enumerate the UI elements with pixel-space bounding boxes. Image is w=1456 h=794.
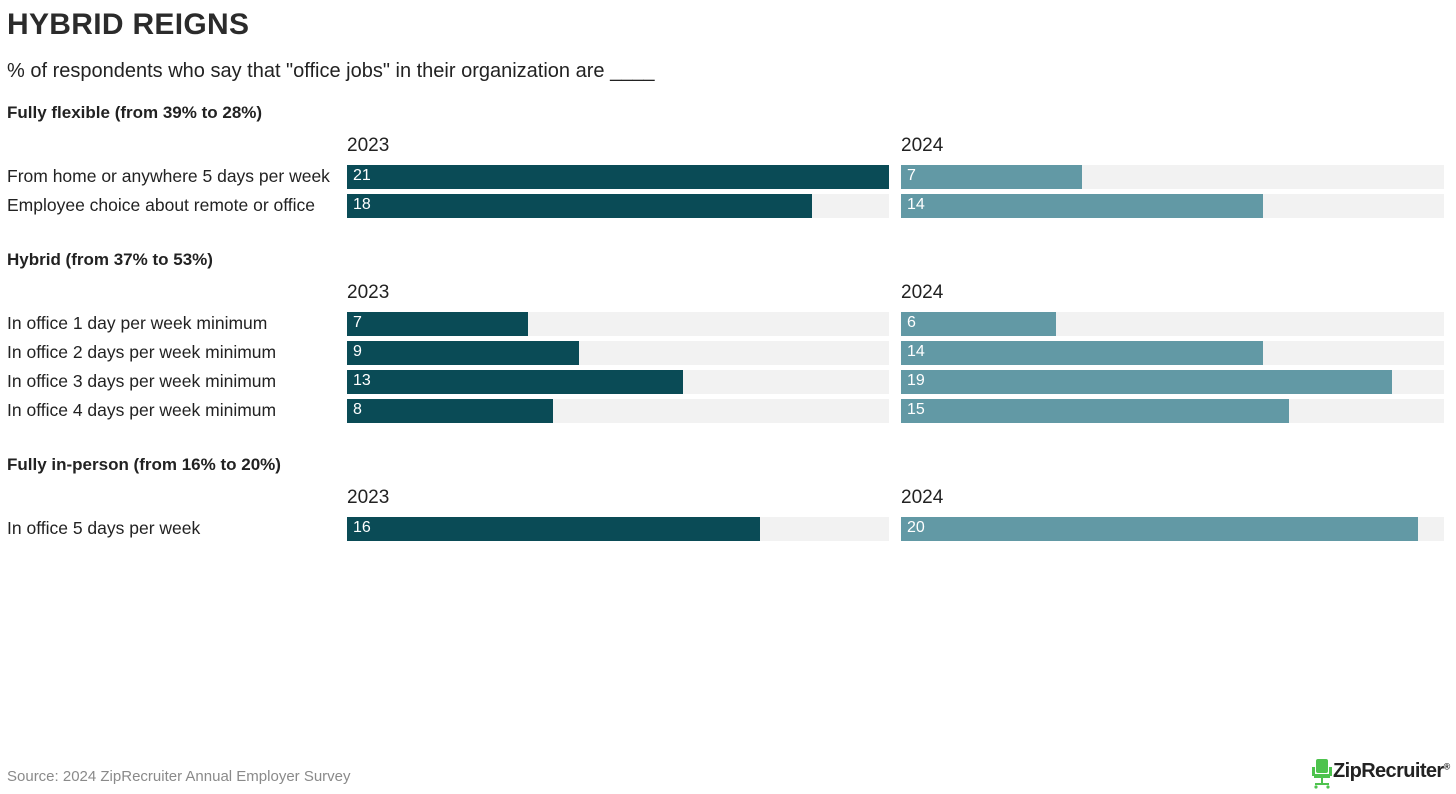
bar-value-label: 20 xyxy=(907,519,925,536)
bar-track: 7 xyxy=(901,165,1444,189)
bar-2024: 6 xyxy=(901,312,1056,336)
source-note: Source: 2024 ZipRecruiter Annual Employe… xyxy=(7,768,351,785)
bar-track: 21 xyxy=(347,165,889,189)
bar-2024: 19 xyxy=(901,370,1392,394)
bar-2024: 20 xyxy=(901,517,1418,541)
bar-track: 8 xyxy=(347,399,889,423)
chart-title: HYBRID REIGNS xyxy=(7,8,250,41)
bar-track: 13 xyxy=(347,370,889,394)
bar-2023: 16 xyxy=(347,517,760,541)
bar-track: 18 xyxy=(347,194,889,218)
year-label-2023: 2023 xyxy=(347,282,390,303)
bar-track: 16 xyxy=(347,517,889,541)
category-label: In office 5 days per week xyxy=(7,518,201,538)
bar-2023: 21 xyxy=(347,165,889,189)
bar-track: 15 xyxy=(901,399,1444,423)
year-label-2024: 2024 xyxy=(901,135,944,156)
bar-2024: 7 xyxy=(901,165,1082,189)
bar-track: 6 xyxy=(901,312,1444,336)
bar-value-label: 16 xyxy=(353,519,371,536)
bar-value-label: 9 xyxy=(353,343,362,360)
bar-value-label: 8 xyxy=(353,401,362,418)
year-label-2023: 2023 xyxy=(347,487,390,508)
category-label: In office 3 days per week minimum xyxy=(7,371,277,391)
bar-value-label: 21 xyxy=(353,167,371,184)
bar-value-label: 14 xyxy=(907,343,925,360)
bar-track: 19 xyxy=(901,370,1444,394)
category-label: In office 2 days per week minimum xyxy=(7,342,277,362)
year-label-2023: 2023 xyxy=(347,135,390,156)
bar-track: 9 xyxy=(347,341,889,365)
bar-value-label: 15 xyxy=(907,401,925,418)
category-label: Employee choice about remote or office xyxy=(7,195,316,215)
bar-value-label: 13 xyxy=(353,372,371,389)
bar-2024: 15 xyxy=(901,399,1289,423)
year-label-2024: 2024 xyxy=(901,487,944,508)
bar-2023: 7 xyxy=(347,312,528,336)
bar-track: 20 xyxy=(901,517,1444,541)
ziprecruiter-logo: ZipRecruiter® xyxy=(1312,757,1452,789)
bar-value-label: 7 xyxy=(353,314,362,331)
category-label: From home or anywhere 5 days per week xyxy=(7,166,330,186)
bar-value-label: 6 xyxy=(907,314,916,331)
category-label: In office 4 days per week minimum xyxy=(7,400,277,420)
bar-track: 7 xyxy=(347,312,889,336)
bar-2023: 18 xyxy=(347,194,812,218)
bar-value-label: 7 xyxy=(907,167,916,184)
chair-icon xyxy=(1312,759,1332,789)
group-title: Fully in-person (from 16% to 20%) xyxy=(7,455,281,474)
bar-2023: 8 xyxy=(347,399,553,423)
bar-track: 14 xyxy=(901,194,1444,218)
bar-2023: 13 xyxy=(347,370,683,394)
group-title: Hybrid (from 37% to 53%) xyxy=(7,250,213,269)
bar-value-label: 19 xyxy=(907,372,925,389)
bar-2023: 9 xyxy=(347,341,579,365)
bar-value-label: 14 xyxy=(907,196,925,213)
bar-track: 14 xyxy=(901,341,1444,365)
logo-wordmark: ZipRecruiter® xyxy=(1333,760,1450,782)
category-label: In office 1 day per week minimum xyxy=(7,313,268,333)
group-title: Fully flexible (from 39% to 28%) xyxy=(7,103,263,122)
bar-2024: 14 xyxy=(901,341,1263,365)
year-label-2024: 2024 xyxy=(901,282,944,303)
bar-2024: 14 xyxy=(901,194,1263,218)
bar-value-label: 18 xyxy=(353,196,371,213)
chart-subtitle: % of respondents who say that "office jo… xyxy=(7,60,655,82)
